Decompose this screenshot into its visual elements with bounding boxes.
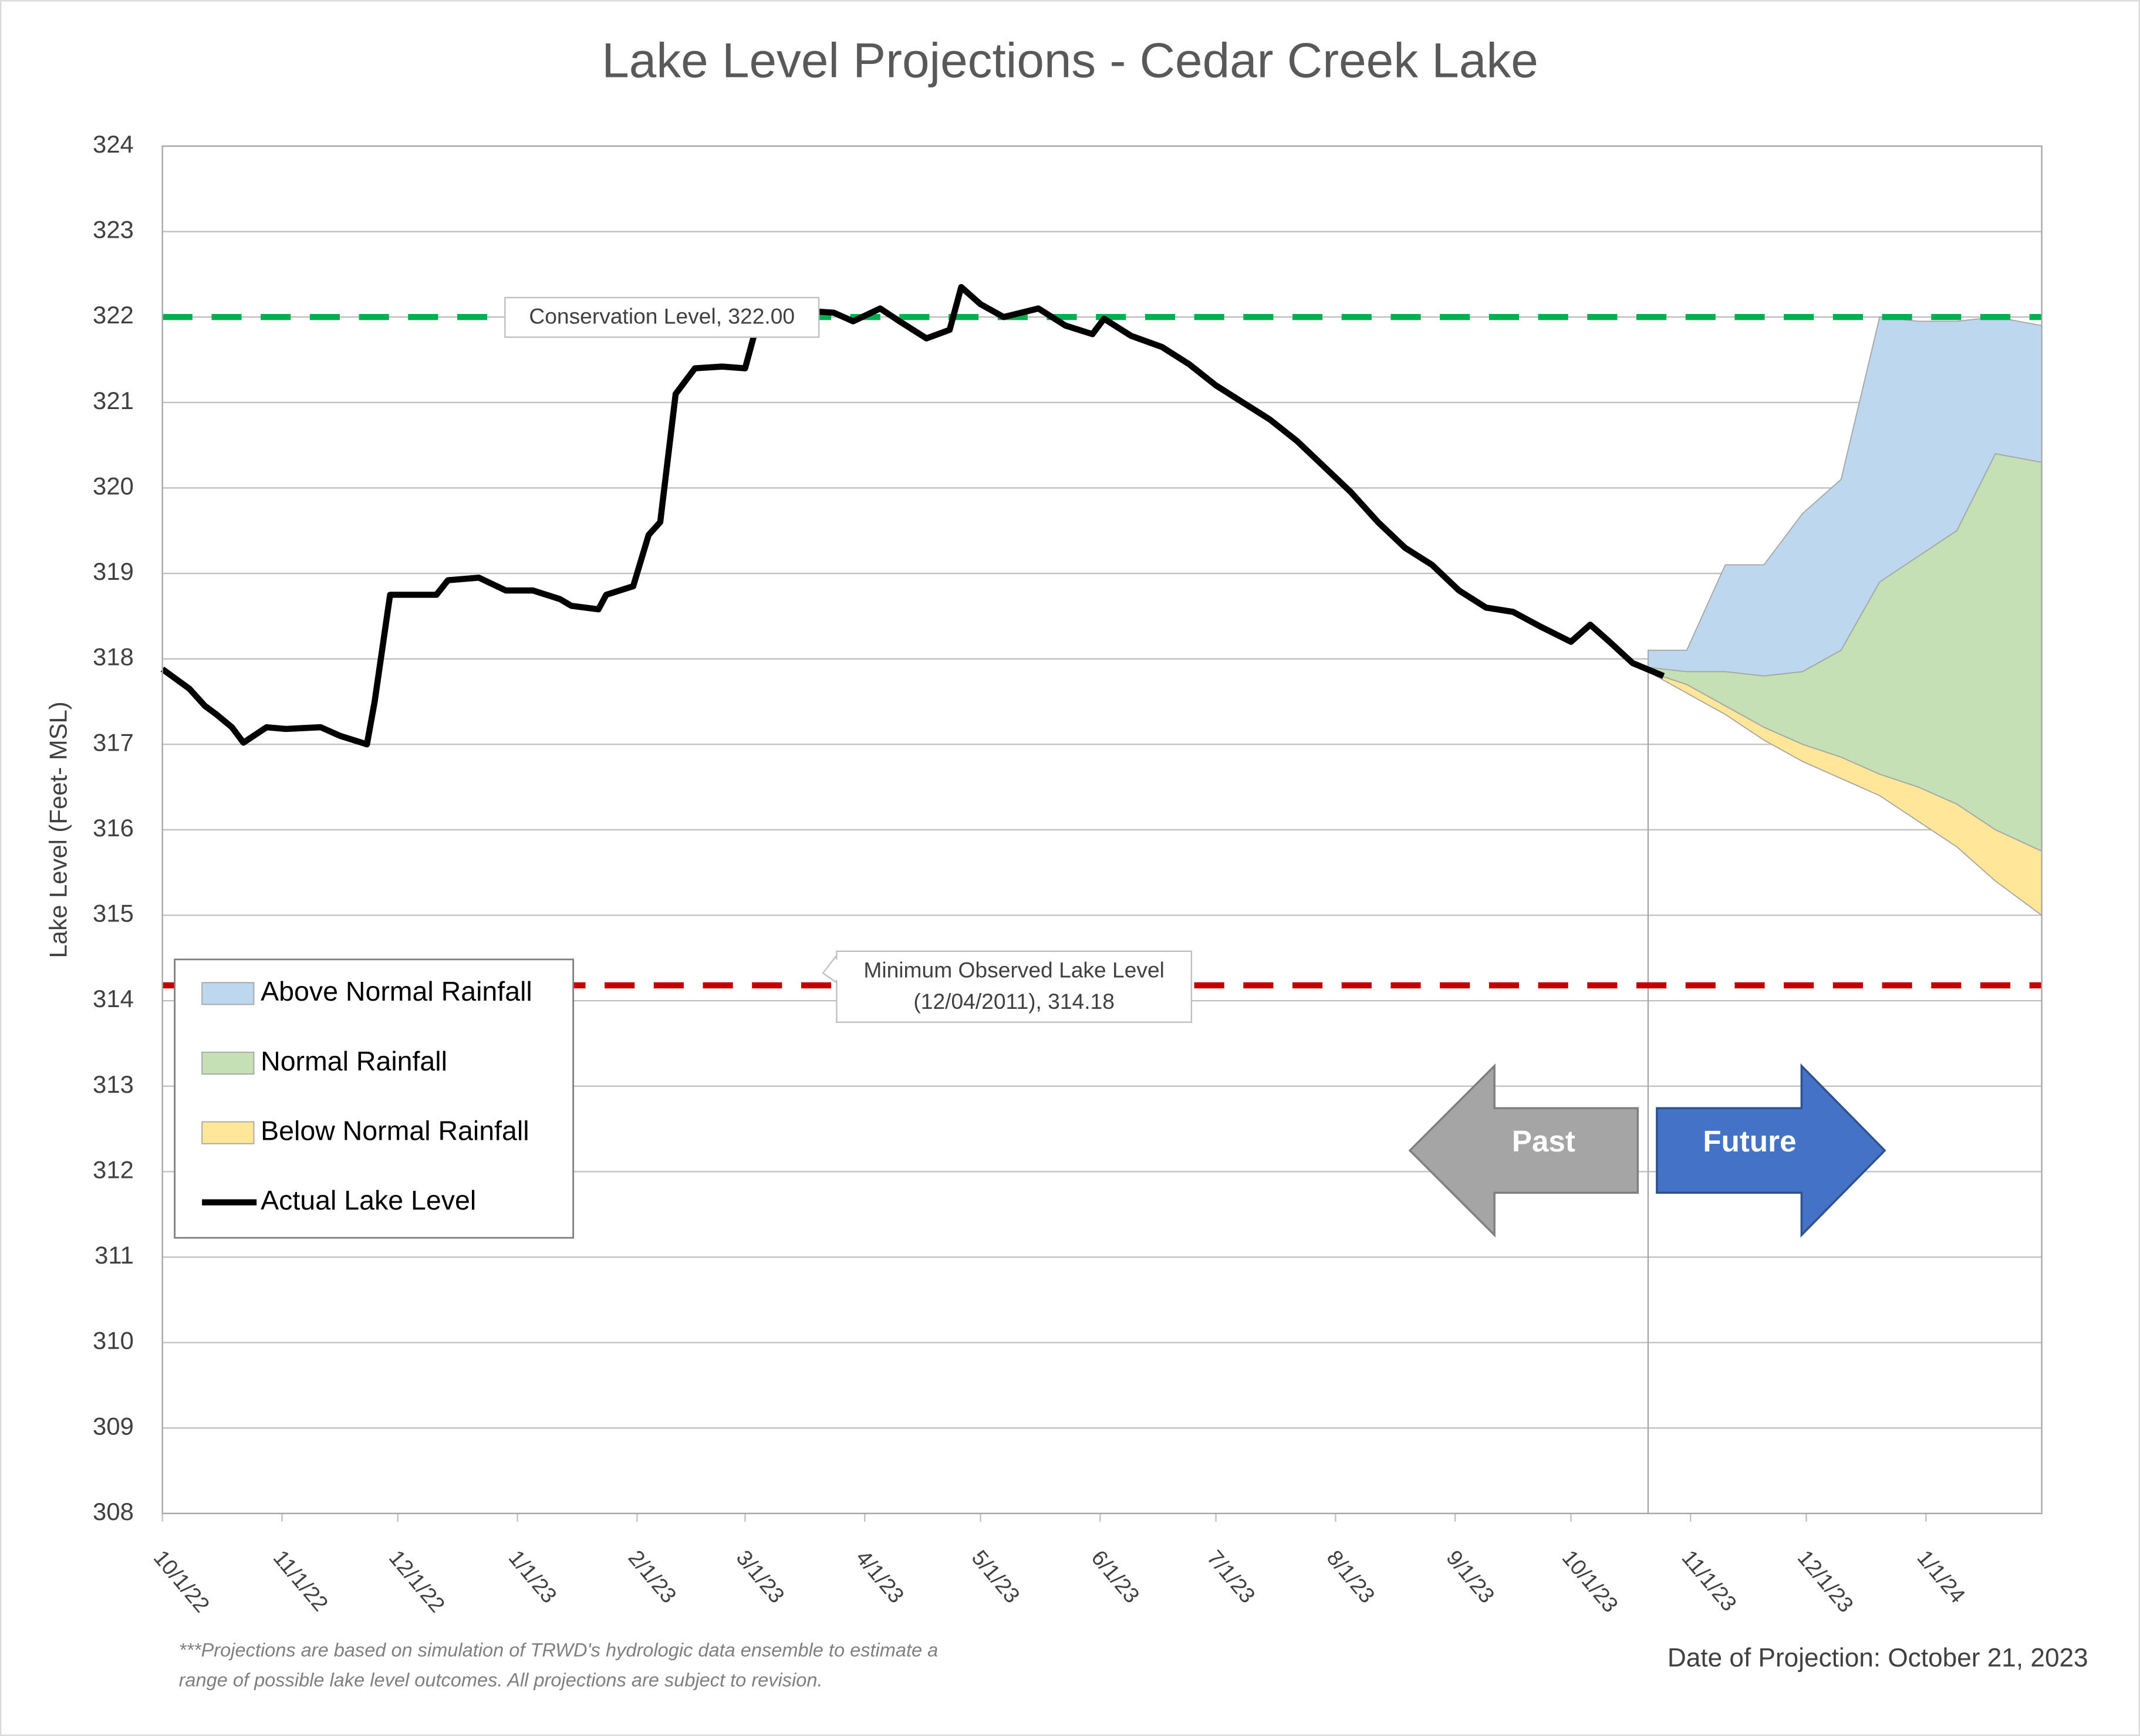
y-tick-label: 312 bbox=[93, 1156, 134, 1183]
y-tick-label: 319 bbox=[93, 558, 134, 585]
y-tick-label: 310 bbox=[93, 1327, 134, 1355]
annotation-box bbox=[836, 950, 1193, 1023]
y-tick-label: 313 bbox=[93, 1070, 134, 1098]
actual-line bbox=[160, 283, 1665, 748]
future-arrow bbox=[1656, 1063, 1886, 1238]
footnote: range of possible lake level outcomes. A… bbox=[179, 1669, 823, 1690]
annotation: Minimum Observed Lake Level bbox=[863, 958, 1164, 982]
footnote: ***Projections are based on simulation o… bbox=[179, 1639, 939, 1660]
y-tick-label: 320 bbox=[93, 472, 134, 499]
y-axis-label: Lake Level (Feet- MSL) bbox=[44, 701, 72, 958]
y-tick-label: 317 bbox=[93, 728, 134, 756]
y-tick-label: 321 bbox=[93, 387, 134, 414]
plot-border bbox=[161, 145, 2043, 1515]
legend-label: Actual Lake Level bbox=[261, 1185, 476, 1215]
legend-label: Below Normal Rainfall bbox=[261, 1115, 529, 1146]
y-tick-label: 316 bbox=[93, 814, 134, 842]
y-tick-label: 323 bbox=[93, 216, 134, 244]
past-arrow bbox=[1408, 1063, 1639, 1238]
y-tick-label: 324 bbox=[93, 130, 134, 158]
legend-box bbox=[174, 958, 575, 1239]
legend-label: Above Normal Rainfall bbox=[261, 976, 532, 1007]
annotation: Conservation Level, 322.00 bbox=[529, 304, 795, 329]
y-tick-label: 308 bbox=[93, 1498, 134, 1525]
past-label: Past bbox=[1512, 1124, 1575, 1158]
legend-label: Normal Rainfall bbox=[261, 1046, 447, 1076]
y-tick-label: 322 bbox=[93, 301, 134, 329]
chart-title: Lake Level Projections - Cedar Creek Lak… bbox=[602, 33, 1538, 88]
annotation-box bbox=[504, 296, 820, 338]
y-tick-label: 311 bbox=[94, 1241, 134, 1269]
y-tick-label: 318 bbox=[93, 643, 134, 671]
y-tick-label: 315 bbox=[93, 900, 134, 927]
legend-swatch bbox=[201, 1121, 255, 1144]
y-tick-label: 314 bbox=[93, 985, 134, 1012]
legend-swatch bbox=[201, 1051, 255, 1075]
projection-date-note: Date of Projection: October 21, 2023 bbox=[1668, 1643, 2088, 1672]
annotation: (12/04/2011), 314.18 bbox=[913, 989, 1115, 1014]
annotation-pointer-cover bbox=[835, 959, 838, 980]
y-tick-label: 309 bbox=[93, 1412, 134, 1440]
future-label: Future bbox=[1703, 1124, 1796, 1158]
legend-swatch bbox=[201, 982, 255, 1005]
